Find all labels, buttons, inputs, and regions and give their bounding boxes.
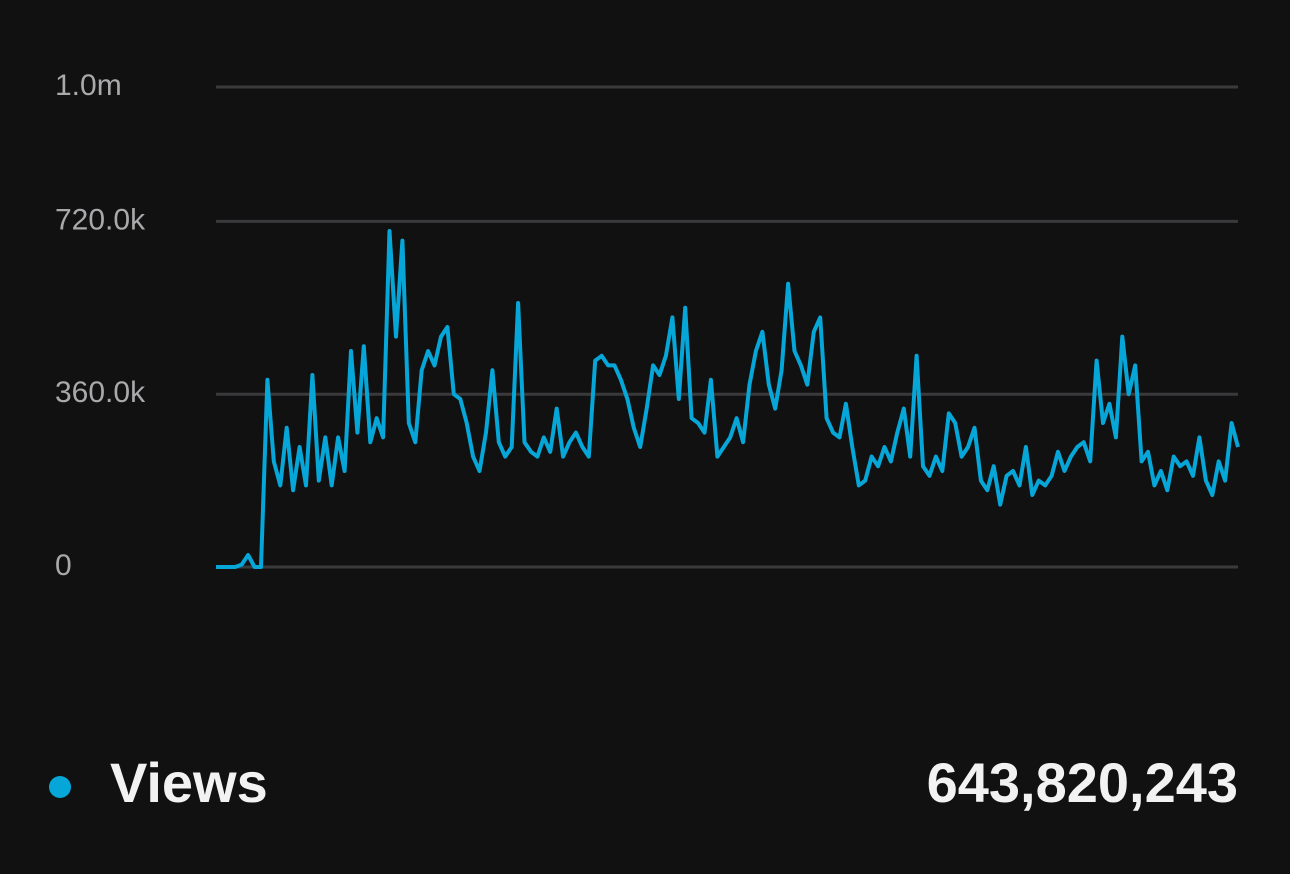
legend-label: Views <box>110 751 268 814</box>
series-line <box>216 229 1240 569</box>
legend-marker <box>49 776 71 798</box>
y-tick-label: 1.0m <box>55 69 122 102</box>
y-tick-label: 720.0k <box>55 203 146 236</box>
y-tick-label: 0 <box>55 549 72 582</box>
total-value: 643,820,243 <box>927 751 1238 814</box>
y-tick-label: 360.0k <box>55 376 146 409</box>
